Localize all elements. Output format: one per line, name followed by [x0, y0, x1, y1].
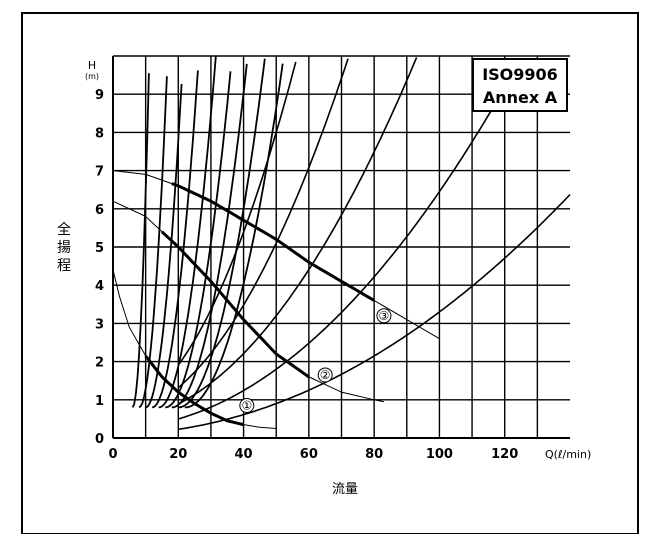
- y-tick-label: 1: [95, 394, 104, 409]
- system-curve: [177, 57, 418, 405]
- series-label-circle-1: [239, 398, 255, 414]
- parabola-curves: [131, 56, 284, 409]
- system-curve: [178, 58, 522, 420]
- series-emphasis-3: [171, 182, 375, 302]
- series-emphasis-2: [160, 230, 310, 379]
- steep-curve: [145, 83, 183, 409]
- x-tick-label: 40: [235, 447, 253, 462]
- series-emphasis-1: [144, 354, 244, 427]
- x-tick-label: 80: [365, 447, 383, 462]
- tick-labels: 0 1 2 3 4 5 6 7 8 9 0 20 40 60 80 100 120: [95, 88, 518, 462]
- steep-curve: [184, 63, 284, 409]
- y-unit-paren: (m): [85, 72, 99, 81]
- steep-curve: [151, 70, 199, 409]
- y-tick-label: 3: [95, 317, 104, 332]
- x-axis-label: 流量: [332, 482, 358, 497]
- y-tick-label: 9: [95, 88, 104, 103]
- y-tick-label: 6: [95, 203, 104, 218]
- y-tick-label: 0: [95, 432, 104, 447]
- system-curve: [177, 58, 349, 389]
- iso-badge-line1: ISO9906: [482, 65, 558, 84]
- grid: [112, 55, 570, 439]
- x-tick-label: 60: [300, 447, 318, 462]
- y-tick-label: 4: [95, 279, 104, 294]
- x-tick-label: 120: [491, 447, 518, 462]
- y-tick-label: 7: [95, 165, 104, 180]
- series-curves: ① ② ③: [112, 170, 440, 429]
- system-curve: [178, 194, 571, 431]
- y-tick-label: 5: [95, 241, 104, 256]
- x-unit: Q(ℓ/min): [545, 448, 591, 461]
- y-unit-letter: H: [88, 59, 96, 72]
- y-axis-label-1: 全: [57, 221, 71, 238]
- series-label-1: ①: [241, 399, 252, 413]
- series-label-circle-2: [317, 367, 333, 383]
- x-tick-label: 0: [108, 447, 117, 462]
- x-tick-label: 20: [169, 447, 187, 462]
- steep-curve: [158, 56, 217, 409]
- y-axis-label-2: 揚: [57, 239, 71, 256]
- steep-curve: [138, 76, 168, 409]
- y-tick-label: 8: [95, 126, 104, 141]
- steep-curve: [165, 71, 232, 409]
- series-label-2: ②: [320, 368, 331, 382]
- y-axis-label-3: 程: [57, 258, 71, 274]
- iso-badge-box: [472, 58, 568, 112]
- series-label-3: ③: [379, 309, 390, 323]
- x-tick-label: 100: [426, 447, 453, 462]
- y-tick-label: 2: [95, 356, 104, 371]
- system-curves: [177, 57, 571, 431]
- iso-badge-line2: Annex A: [483, 88, 558, 107]
- series-label-circle-3: [376, 308, 392, 324]
- steep-curve: [178, 58, 266, 409]
